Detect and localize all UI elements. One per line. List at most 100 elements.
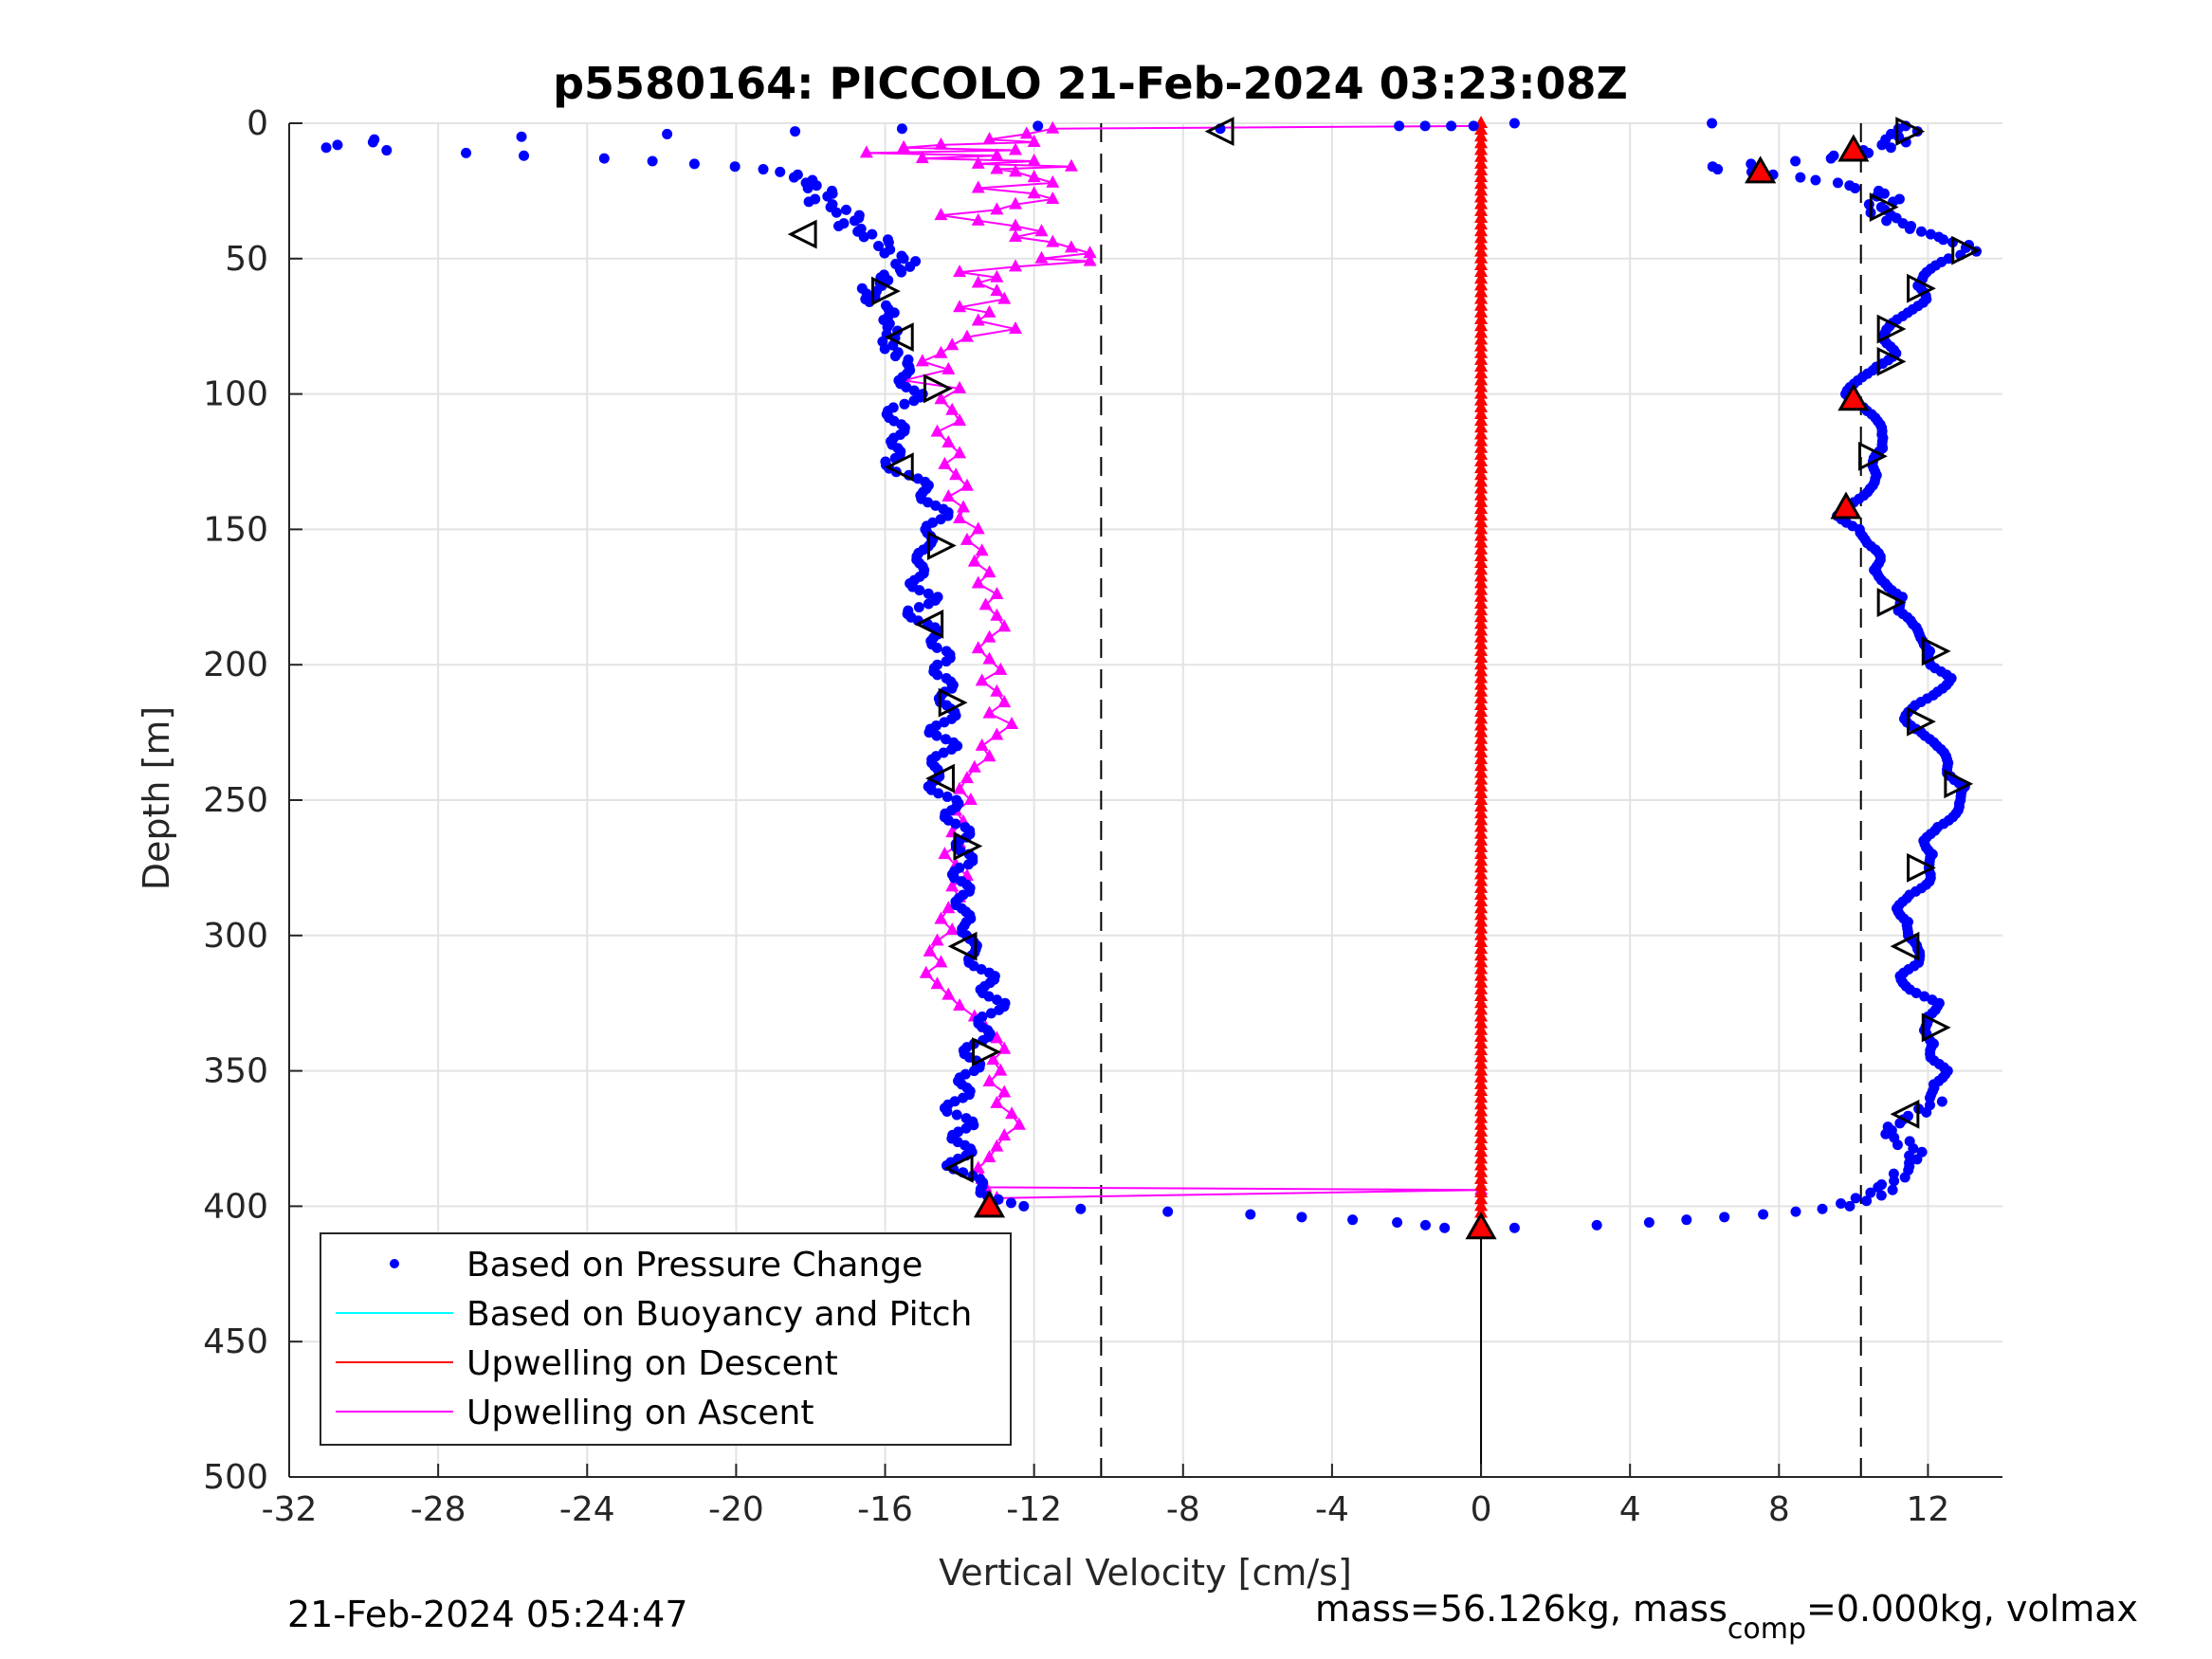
ascent-upwelling-marker (963, 793, 978, 805)
mass-sub: comp (1728, 1613, 1806, 1646)
ascent-upwelling-marker (997, 291, 1012, 304)
x-tick-label: 12 (1907, 1490, 1950, 1529)
descent-upwelling-marker (1474, 866, 1489, 880)
descent-upwelling-marker (1474, 427, 1489, 440)
descent-upwelling-marker (1474, 562, 1489, 575)
descent-upwelling-marker (1474, 1084, 1489, 1097)
ascent-upwelling-marker (1083, 253, 1097, 266)
pressure-change-dot (1886, 128, 1897, 139)
descent-upwelling-marker (1474, 772, 1489, 785)
pressure-change-dot (790, 126, 801, 137)
x-axis-label: Vertical Velocity [cm/s] (939, 1552, 1352, 1594)
y-tick-label: 100 (203, 375, 268, 414)
pressure-change-dot (803, 196, 814, 208)
descent-upwelling-marker (1474, 454, 1489, 466)
descent-upwelling-marker (1474, 487, 1489, 501)
pressure-change-dot (946, 743, 958, 755)
ascent-upwelling-marker (1009, 142, 1023, 155)
pressure-change-dot (598, 153, 610, 164)
descent-upwelling-marker (1474, 284, 1489, 298)
pressure-change-dot (932, 669, 943, 681)
pressure-change-dot (968, 1066, 979, 1077)
descent-upwelling-marker (1474, 927, 1489, 940)
pressure-change-dot (933, 788, 944, 799)
descent-upwelling-marker (1474, 826, 1489, 839)
pressure-change-dot (962, 859, 974, 870)
descent-upwelling-marker (1474, 934, 1489, 947)
pressure-change-dot (1885, 142, 1896, 154)
descent-upwelling-marker (1474, 894, 1489, 907)
descent-upwelling-marker (1474, 901, 1489, 914)
y-tick-label: 400 (203, 1187, 268, 1226)
ascent-upwelling-marker (967, 759, 981, 773)
pressure-change-dot (873, 240, 885, 251)
ascent-upwelling-marker (982, 629, 996, 643)
descent-upwelling-marker (1474, 1192, 1489, 1205)
ascent-upwelling-marker (982, 651, 996, 665)
pressure-change-dot (833, 221, 845, 232)
pressure-change-dot (976, 964, 987, 975)
open-triangle-marker (1907, 706, 1936, 737)
pressure-change-dot (1832, 177, 1843, 189)
pressure-change-dot (1902, 1110, 1913, 1121)
descent-upwelling-marker (1474, 657, 1489, 670)
descent-upwelling-marker (1474, 698, 1489, 711)
open-triangle-marker (923, 374, 953, 404)
descent-upwelling-marker (1474, 738, 1489, 751)
pressure-change-dot (1919, 991, 1930, 1002)
descent-upwelling-marker (1474, 332, 1489, 345)
descent-upwelling-marker (1474, 616, 1489, 629)
descent-upwelling-marker (1474, 1185, 1489, 1198)
ascent-upwelling-marker (945, 337, 960, 351)
pressure-change-dot (1446, 120, 1457, 132)
ascent-upwelling-marker (934, 208, 948, 221)
descent-upwelling-marker (1474, 860, 1489, 873)
descent-upwelling-marker (1474, 629, 1489, 643)
pressure-change-dot (923, 497, 934, 508)
descent-upwelling-marker (1474, 853, 1489, 866)
pressure-change-dot (960, 1122, 972, 1134)
ascent-upwelling-marker (1027, 134, 1041, 147)
pressure-change-dot (1943, 253, 1954, 264)
descent-upwelling-marker (1474, 352, 1489, 365)
ascent-upwelling-marker (1009, 259, 1023, 272)
ascent-upwelling-marker (982, 1149, 996, 1162)
ascent-surface-connector (1052, 124, 1482, 130)
y-tick-label: 200 (203, 646, 268, 684)
descent-upwelling-marker (1474, 548, 1489, 561)
pressure-change-dot (320, 142, 332, 154)
descent-upwelling-marker (1474, 819, 1489, 832)
ascent-upwelling-marker (930, 933, 944, 946)
pressure-change-dot (1681, 1214, 1692, 1226)
x-tick-label: -28 (411, 1490, 466, 1529)
pressure-change-dot (1882, 1121, 1893, 1133)
pressure-change-dot (931, 730, 942, 741)
descent-upwelling-marker (1474, 210, 1489, 223)
descent-upwelling-marker (1474, 345, 1489, 358)
pressure-change-dot (516, 131, 527, 142)
ascent-upwelling-marker (978, 597, 993, 611)
pressure-change-dot (1790, 155, 1801, 167)
ascent-upwelling-marker (1046, 234, 1060, 247)
red-triangle-marker (1837, 383, 1870, 411)
pressure-change-dot (1746, 158, 1757, 170)
pressure-change-dot (1876, 1179, 1888, 1191)
descent-upwelling-marker (1474, 447, 1489, 460)
legend-label: Upwelling on Ascent (466, 1394, 814, 1432)
ascent-upwelling-marker (982, 304, 996, 318)
descent-upwelling-marker (1474, 948, 1489, 961)
pressure-change-dot (1508, 118, 1520, 129)
descent-upwelling-marker (1474, 420, 1489, 433)
pressure-change-dot (1795, 172, 1806, 183)
pressure-change-dot (1925, 1100, 1936, 1111)
pressure-change-dot (1936, 1096, 1947, 1107)
pressure-change-dot (941, 1105, 953, 1117)
descent-upwelling-marker (1474, 319, 1489, 332)
pressure-change-dot (1836, 1198, 1847, 1210)
ascent-upwelling-marker (953, 264, 967, 278)
descent-upwelling-marker (1474, 162, 1489, 175)
descent-upwelling-marker (1474, 575, 1489, 589)
pressure-change-dot (1591, 1219, 1602, 1231)
pressure-change-dot (1887, 1184, 1898, 1195)
